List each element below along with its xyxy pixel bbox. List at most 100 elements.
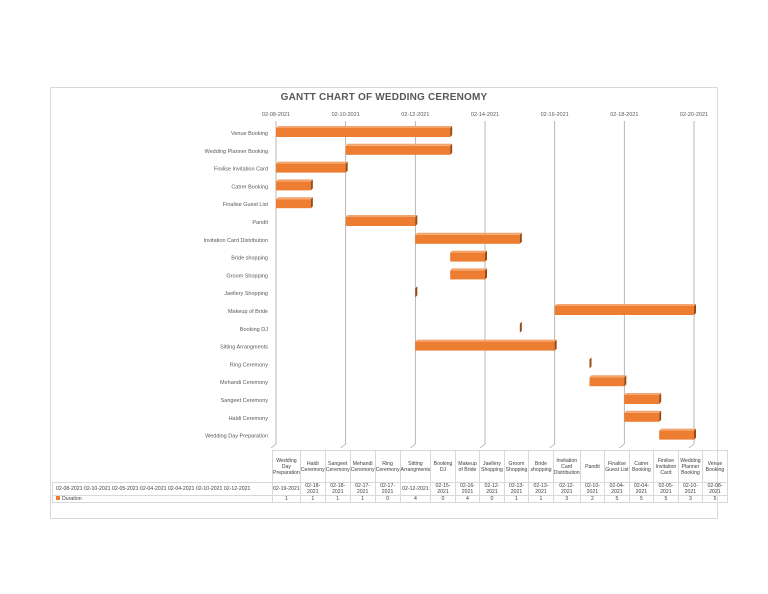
table-start-cell: 02-13-2021	[528, 482, 554, 496]
bar-side	[450, 126, 453, 137]
bar	[415, 341, 555, 351]
table-column-header: Bride shopping	[528, 450, 554, 483]
bar-top	[276, 179, 313, 182]
bar-side	[659, 393, 662, 404]
bar	[276, 181, 311, 191]
bar-side	[694, 428, 696, 440]
table-column-header: Finalise Guest List	[604, 450, 630, 483]
table-column-header: Sangeet Ceremony	[324, 450, 351, 483]
bar-top	[415, 339, 557, 342]
table-duration-cell: 3	[552, 495, 581, 503]
table-duration-cell: 4	[399, 495, 432, 503]
chart-title: GANTT CHART OF WEDDING CERENOMY	[280, 92, 488, 103]
bar	[276, 199, 311, 209]
table-start-cell: 02-10-2021	[579, 482, 606, 496]
table-column-header: Booking DJ	[430, 450, 456, 483]
bar	[345, 217, 416, 226]
table-start-cell: 02-17-2021	[349, 482, 376, 496]
legend-label: Duration	[62, 496, 82, 502]
table-start-cell: 02-04-2021	[604, 482, 630, 496]
data-table: Wedding Day Preparation Haldi Ceremony San…	[52, 450, 728, 503]
table-column-header: Haldi Ceremony	[299, 450, 326, 483]
bar-side	[345, 161, 348, 173]
table-duration-cell: 0	[479, 495, 505, 503]
table-column-header: Sitting Arrangments	[399, 450, 432, 483]
bar-top	[276, 161, 348, 164]
table-duration-cell: 3	[677, 495, 704, 503]
table-duration-cell: 1	[299, 495, 326, 503]
table-duration-cell: 1	[503, 495, 530, 503]
category-label: Ring Ceremony	[230, 362, 268, 368]
table-duration-cell: 4	[454, 495, 481, 503]
table-duration-cell: 5	[702, 495, 728, 503]
bar-top	[345, 143, 453, 146]
gridline-foot	[340, 443, 346, 449]
gridline-foot	[479, 443, 486, 449]
table-start-cell: 02-10-2021	[677, 482, 704, 496]
bar-side	[694, 304, 696, 315]
bar-side	[519, 321, 522, 333]
category-label: Groom Shopping	[226, 273, 268, 279]
table-start-cell: 02-12-2021	[552, 482, 581, 496]
table-start-row: 02-08-2021 02-10-2021 02-05-2021 02-04-2…	[52, 482, 728, 496]
category-label: Jaellery Shopping	[224, 291, 268, 297]
bar-top	[415, 232, 522, 235]
gridline-foot	[549, 443, 555, 449]
x-tick-label: 02-16-2021	[541, 112, 569, 118]
category-label: Venue Booking	[231, 131, 268, 137]
table-duration-cell: 5	[653, 495, 679, 503]
category-label: Catrer Booking	[231, 184, 268, 190]
table-column-header: Ring Ceremony	[374, 450, 401, 483]
table-column-header: Wedding Planner Booking	[677, 450, 704, 483]
bar-side	[450, 143, 453, 155]
bar	[554, 306, 694, 315]
bar-top	[659, 428, 696, 431]
bar-side	[485, 250, 487, 262]
category-label: Invitation Card Distribution	[203, 238, 268, 244]
table-start-cell: 02-19-2021	[272, 482, 301, 496]
table-duration-cell: 2	[579, 495, 606, 503]
table-duration-cell: 1	[528, 495, 554, 503]
bar-side	[310, 179, 313, 191]
legend-duration: Duration	[52, 495, 273, 503]
table-start-cell: 02-16-2021	[454, 482, 481, 496]
table-duration-cell: 1	[324, 495, 351, 503]
table-start-cell: 02-12-2021	[479, 482, 505, 496]
bar-top	[554, 304, 696, 306]
table-column-header: Catrer Booking	[628, 450, 655, 483]
category-label: Wedding Planner Booking	[205, 149, 269, 155]
table-start-cell: 02-18-2021	[299, 482, 326, 496]
table-column-header: Finilise Invitation Card	[653, 450, 679, 483]
bar	[624, 395, 660, 404]
category-label: Haldi Ceremony	[229, 416, 269, 422]
legend-swatch	[56, 496, 60, 500]
table-duration-cell: 5	[628, 495, 655, 503]
bar-side	[589, 357, 592, 369]
x-tick-label: 02-10-2021	[332, 112, 360, 118]
bar	[276, 163, 346, 173]
bar-side	[519, 232, 522, 244]
table-column-header: Pandit	[579, 450, 606, 483]
table-header-row: Wedding Day Preparation Haldi Ceremony San…	[53, 450, 728, 483]
bar-top	[276, 197, 313, 200]
bar	[589, 377, 625, 387]
table-duration-cell: 0	[430, 495, 456, 503]
bar	[624, 412, 660, 422]
table-start-cell: 02-05-2021	[653, 482, 679, 496]
gridline-foot	[688, 443, 695, 449]
category-label: Makeup of Bride	[228, 309, 268, 315]
bar-side	[310, 197, 313, 209]
table-duration-cell: 5	[604, 495, 630, 503]
bar-side	[554, 339, 557, 351]
bar	[450, 270, 485, 280]
category-label: Sangeet Ceremony	[221, 398, 269, 404]
bar-top	[624, 393, 662, 395]
bar-top	[345, 215, 418, 217]
bar	[276, 128, 451, 137]
bar-side	[415, 215, 418, 226]
table-column-header: Wedding Day Preparation	[272, 450, 301, 483]
category-label: Finalise Guest List	[223, 202, 269, 208]
